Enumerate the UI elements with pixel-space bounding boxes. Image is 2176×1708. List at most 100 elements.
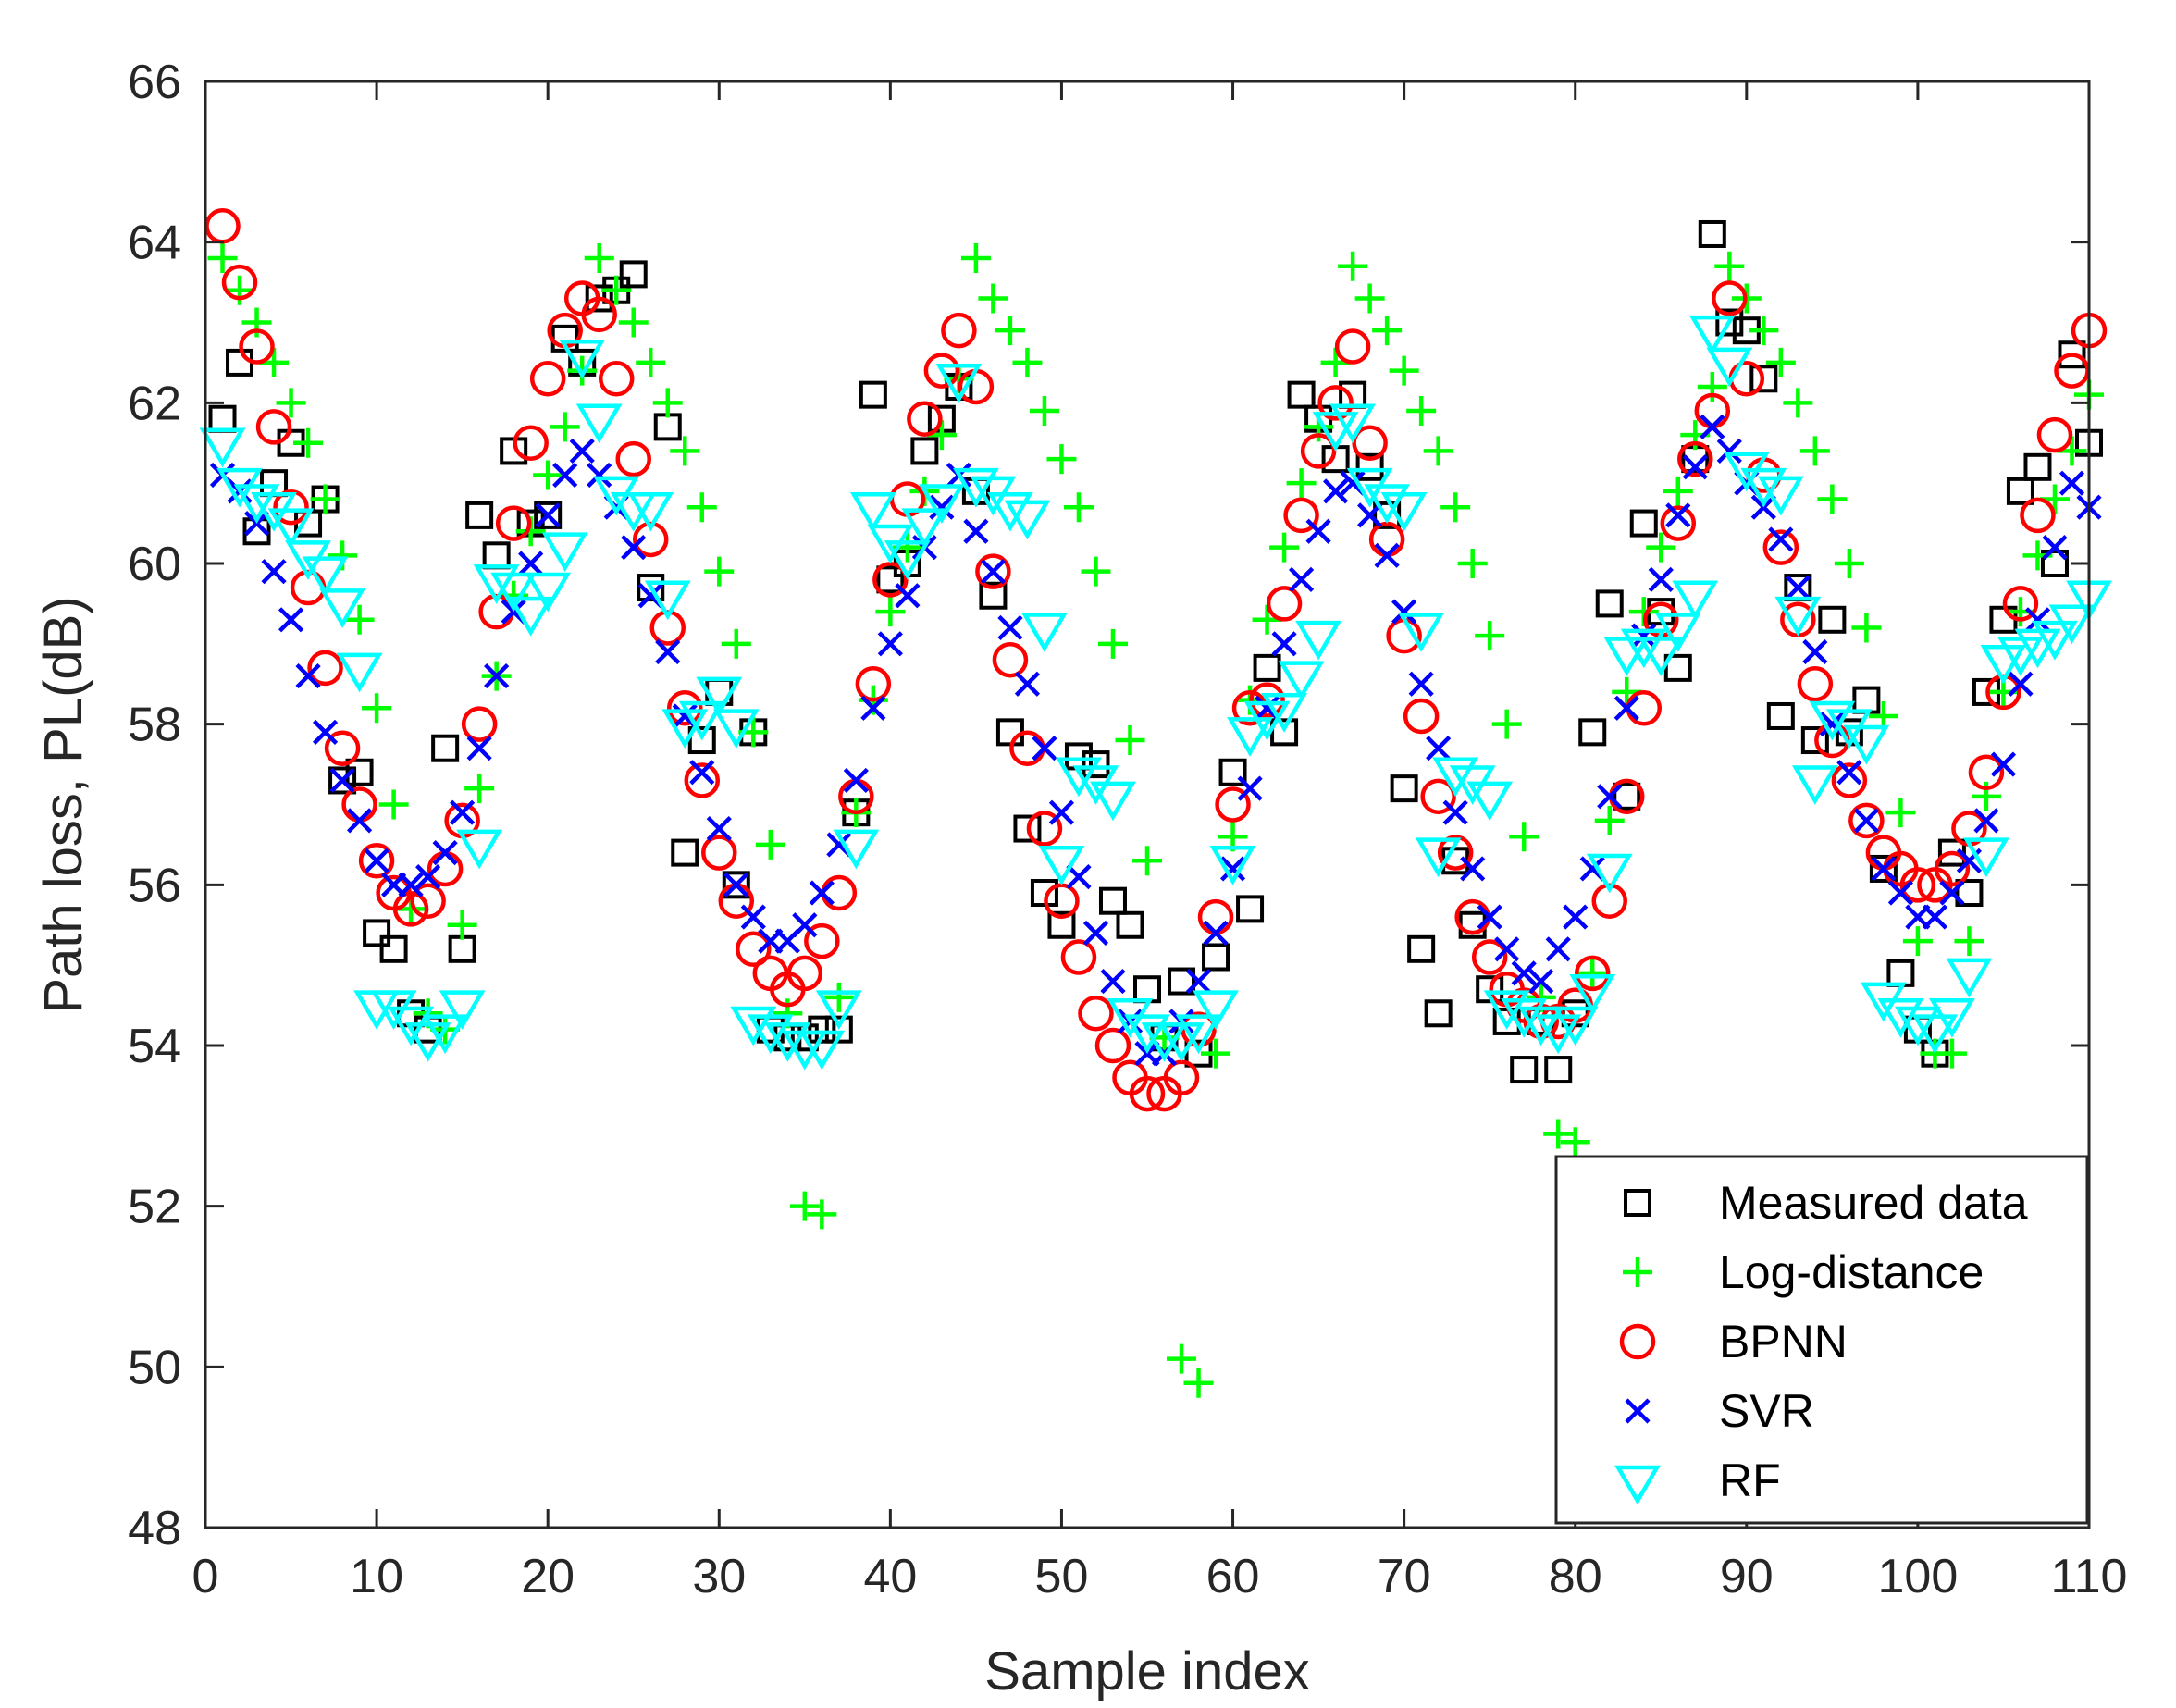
- data-point: [1663, 653, 1692, 682]
- data-point: [587, 462, 612, 489]
- data-point: [627, 491, 674, 532]
- data-point: [336, 652, 383, 693]
- data-point: [935, 364, 983, 403]
- data-point: [447, 910, 477, 940]
- data-point: [1424, 999, 1453, 1028]
- data-point: [1283, 497, 1319, 534]
- data-point: [1261, 693, 1307, 733]
- data-point: [670, 436, 700, 466]
- data-point: [1364, 484, 1411, 524]
- data-point: [1004, 500, 1051, 540]
- data-point: [808, 1015, 836, 1044]
- data-point: [1338, 251, 1368, 281]
- y-tick-label: 60: [128, 538, 181, 591]
- data-point: [1911, 1014, 1959, 1055]
- y-tick-label: 52: [128, 1181, 181, 1234]
- data-point: [823, 982, 854, 1012]
- data-point: [1963, 837, 2009, 878]
- legend-marker: [1624, 1189, 1651, 1217]
- data-point: [615, 440, 651, 477]
- data-point: [495, 505, 532, 541]
- data-point: [1660, 505, 1697, 541]
- data-point: [1800, 726, 1829, 755]
- data-point: [833, 829, 880, 870]
- data-point: [667, 690, 703, 726]
- data-point: [550, 412, 580, 442]
- x-tick-label: 90: [1720, 1550, 1774, 1603]
- data-point: [1215, 786, 1251, 823]
- data-point: [730, 1006, 777, 1046]
- data-point: [855, 666, 892, 702]
- data-point: [1269, 532, 1300, 563]
- data-point: [1115, 725, 1145, 756]
- data-point: [1063, 492, 1094, 523]
- data-point: [910, 437, 939, 465]
- data-point: [1032, 736, 1057, 761]
- data-point: [2048, 604, 2096, 645]
- legend-label: Measured data: [1719, 1177, 2028, 1229]
- data-point: [432, 840, 458, 866]
- x-axis-label: Sample index: [984, 1641, 1309, 1702]
- data-point: [346, 808, 373, 834]
- data-point: [199, 427, 246, 468]
- data-point: [221, 264, 258, 301]
- series-rf: [199, 317, 2112, 1071]
- data-point: [533, 460, 563, 490]
- x-tick-label: 70: [1378, 1550, 1431, 1603]
- legend-box: [1554, 1155, 2089, 1525]
- data-point: [567, 355, 598, 386]
- data-point: [1426, 736, 1452, 761]
- data-point: [2008, 671, 2034, 697]
- data-point: [1809, 700, 1856, 741]
- axis-ticks: 0 10 20 30 40 50 60 70 80 90 100 110 48 50 52 54 56 58 60 6…: [128, 56, 2127, 1603]
- data-point: [1029, 396, 1059, 427]
- data-point: [637, 574, 665, 602]
- data-point: [552, 462, 578, 489]
- data-point: [655, 638, 681, 665]
- data-point: [465, 501, 494, 529]
- data-point: [736, 931, 772, 968]
- data-point: [1899, 867, 1936, 903]
- x-tick-label: 110: [2051, 1550, 2128, 1603]
- data-point: [378, 789, 409, 820]
- data-point: [1973, 808, 1999, 834]
- data-point: [1271, 631, 1297, 657]
- data-point: [815, 990, 862, 1031]
- data-point: [1183, 1368, 1214, 1398]
- data-point: [1783, 388, 1813, 418]
- data-point: [525, 572, 572, 613]
- data-point: [1797, 666, 1834, 702]
- data-point: [952, 467, 999, 508]
- data-point: [1936, 1038, 1967, 1069]
- data-point: [786, 955, 823, 992]
- data-point: [585, 284, 613, 313]
- data-point: [1574, 955, 1611, 992]
- data-point: [1132, 846, 1162, 876]
- data-point: [1097, 628, 1128, 659]
- data-point: [1706, 347, 1753, 388]
- data-point: [362, 693, 392, 724]
- data-point: [450, 799, 476, 825]
- data-point: [1476, 975, 1504, 1004]
- data-point: [963, 518, 989, 544]
- data-point: [809, 880, 835, 906]
- data-point: [2023, 452, 2052, 481]
- legend-marker: [1619, 1323, 1656, 1360]
- data-point: [704, 556, 735, 587]
- data-point: [410, 883, 446, 919]
- data-point: [1398, 613, 1445, 652]
- data-point: [1440, 492, 1471, 523]
- data-point: [1885, 798, 1916, 828]
- data-point: [807, 1199, 837, 1230]
- data-point: [1048, 799, 1075, 825]
- data-point: [1403, 698, 1440, 735]
- data-point: [1094, 1027, 1131, 1064]
- legend-marker: [1625, 1398, 1651, 1424]
- data-point: [1477, 904, 1502, 930]
- data-point: [507, 596, 554, 637]
- data-point: [901, 508, 948, 549]
- data-point: [1799, 436, 1830, 466]
- data-point: [2024, 607, 2051, 633]
- data-point: [1026, 811, 1063, 847]
- data-point: [987, 491, 1033, 532]
